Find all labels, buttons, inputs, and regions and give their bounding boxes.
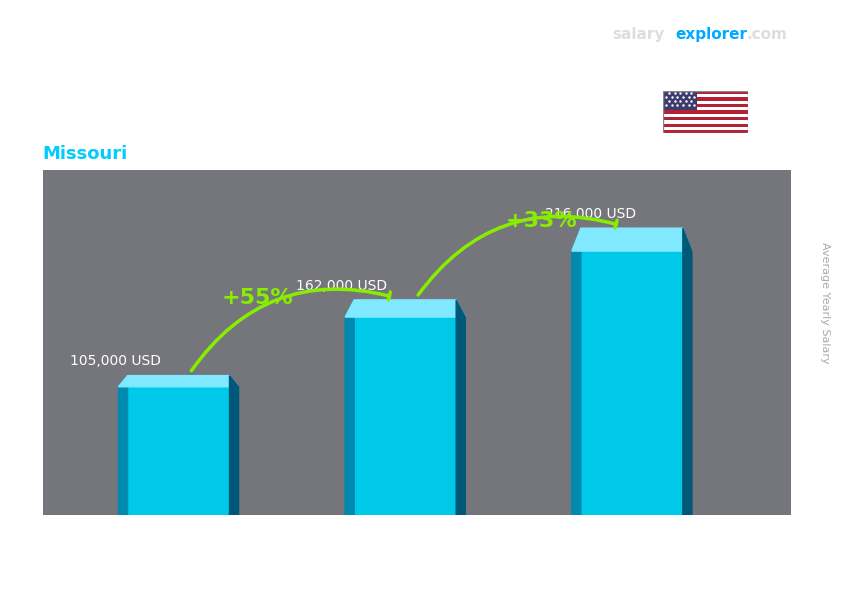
Text: Ecologist: Ecologist [42,109,123,127]
Polygon shape [345,300,354,515]
Bar [663,127,748,130]
Polygon shape [118,376,127,515]
Text: 162,000 USD: 162,000 USD [296,279,388,293]
Bar [663,124,748,127]
Polygon shape [572,228,692,251]
Bar [663,98,748,101]
Bar [128,376,230,515]
Text: 216,000 USD: 216,000 USD [546,207,637,221]
Polygon shape [118,376,239,387]
Bar [663,101,748,104]
Bar [663,120,748,124]
Bar [354,300,456,515]
Polygon shape [345,300,465,317]
Text: Average Yearly Salary: Average Yearly Salary [819,242,830,364]
Text: +55%: +55% [222,288,294,308]
Text: explorer: explorer [676,27,748,42]
Text: salary: salary [612,27,665,42]
Bar [663,107,748,110]
Text: 105,000 USD: 105,000 USD [70,355,161,368]
Polygon shape [230,376,239,515]
Text: Missouri: Missouri [42,145,128,164]
Bar [581,228,683,515]
Polygon shape [683,228,692,515]
Bar [663,104,748,107]
Text: Salary Comparison By Education: Salary Comparison By Education [42,42,501,67]
Polygon shape [572,228,581,515]
Text: .com: .com [746,27,787,42]
Polygon shape [456,300,465,515]
Bar [663,91,748,94]
Bar [663,94,748,98]
Bar [663,117,748,120]
Text: +33%: +33% [505,211,577,231]
Bar [663,130,748,133]
Bar [663,110,748,114]
Bar [663,114,748,117]
